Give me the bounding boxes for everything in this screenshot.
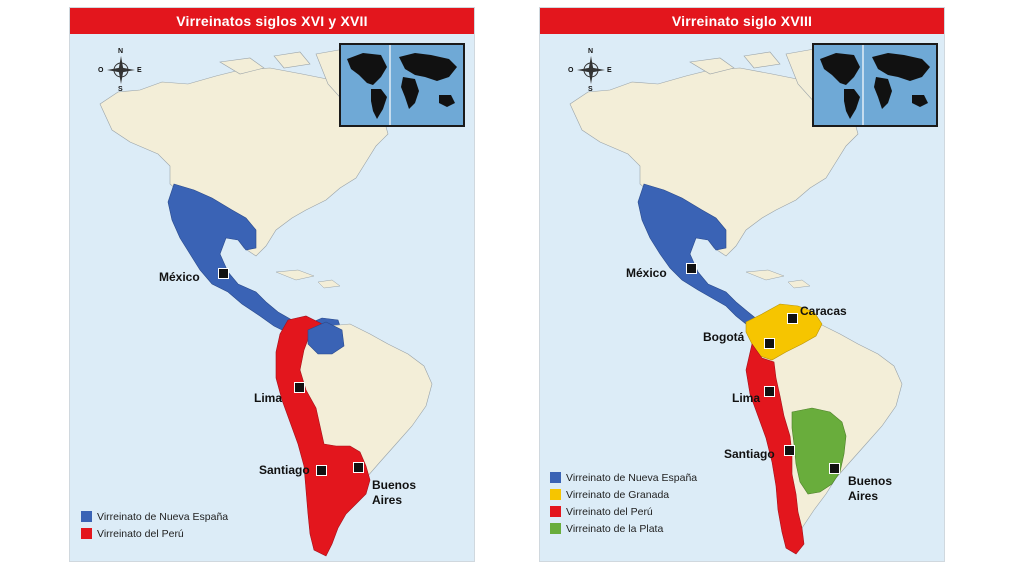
world-inset-map: [812, 43, 938, 127]
city-label-lima: Lima: [254, 391, 283, 405]
city-label-buenos-aires-2: Aires: [848, 489, 879, 503]
map-panel-right: Virreinato siglo XVIII N S E O: [539, 7, 945, 562]
legend-item: Virreinato de la Plata: [550, 520, 697, 537]
peru-region: [745, 343, 805, 555]
compass-n: N: [588, 48, 594, 55]
legend-label: Virreinato de Nueva España: [566, 471, 698, 484]
compass-e: E: [607, 67, 612, 74]
city-label-buenos-aires-1: Buenos: [848, 474, 893, 488]
map-title: Virreinatos siglos XVI y XVII: [70, 8, 474, 34]
legend-swatch: [81, 511, 92, 522]
compass-rose-icon: [101, 50, 141, 90]
city-label-mexico: México: [159, 270, 200, 284]
city-label-mexico: México: [626, 266, 667, 280]
compass-e: E: [137, 67, 142, 74]
nueva-espana-region: [637, 183, 759, 325]
city-label-buenos-aires-2: Aires: [372, 493, 403, 507]
map-legend: Virreinato de Nueva España Virreinato de…: [550, 469, 697, 537]
peru-region: [275, 315, 371, 557]
city-label-buenos-aires-1: Buenos: [372, 478, 417, 492]
legend-swatch: [550, 489, 561, 500]
map-panel-left: Virreinatos siglos XVI y XVII N S E O: [69, 7, 475, 562]
city-marker-caracas: [787, 313, 798, 324]
city-marker-buenos-aires: [829, 463, 840, 474]
city-label-santiago: Santiago: [724, 447, 775, 461]
legend-swatch: [550, 523, 561, 534]
legend-label: Virreinato de la Plata: [566, 522, 664, 535]
compass-o: O: [98, 67, 104, 74]
legend-label: Virreinato del Perú: [97, 527, 184, 540]
legend-swatch: [550, 506, 561, 517]
city-marker-santiago: [316, 465, 327, 476]
compass-rose-icon: [571, 50, 611, 90]
legend-label: Virreinato de Granada: [566, 488, 670, 501]
city-label-caracas: Caracas: [800, 304, 847, 318]
legend-swatch: [550, 472, 561, 483]
plata-region: [791, 407, 847, 495]
compass-o: O: [568, 67, 574, 74]
legend-item: Virreinato de Nueva España: [81, 508, 228, 525]
world-inset-map: [339, 43, 465, 127]
legend-item: Virreinato de Nueva España: [550, 469, 697, 486]
map-title: Virreinato siglo XVIII: [540, 8, 944, 34]
city-marker-mexico: [218, 268, 229, 279]
city-label-bogota: Bogotá: [703, 330, 745, 344]
legend-item: Virreinato del Perú: [550, 503, 697, 520]
city-marker-lima: [294, 382, 305, 393]
city-label-lima: Lima: [732, 391, 761, 405]
compass-s: S: [588, 86, 593, 93]
city-marker-mexico: [686, 263, 697, 274]
legend-label: Virreinato de Nueva España: [97, 510, 229, 523]
legend-swatch: [81, 528, 92, 539]
city-marker-buenos-aires: [353, 462, 364, 473]
city-marker-santiago: [784, 445, 795, 456]
compass-s: S: [118, 86, 123, 93]
legend-item: Virreinato de Granada: [550, 486, 697, 503]
city-marker-lima: [764, 386, 775, 397]
americas-map: [99, 47, 433, 557]
legend-label: Virreinato del Perú: [566, 505, 653, 518]
city-marker-bogota: [764, 338, 775, 349]
map-legend: Virreinato de Nueva España Virreinato de…: [81, 508, 228, 542]
compass-n: N: [118, 48, 124, 55]
city-label-santiago: Santiago: [259, 463, 310, 477]
legend-item: Virreinato del Perú: [81, 525, 228, 542]
